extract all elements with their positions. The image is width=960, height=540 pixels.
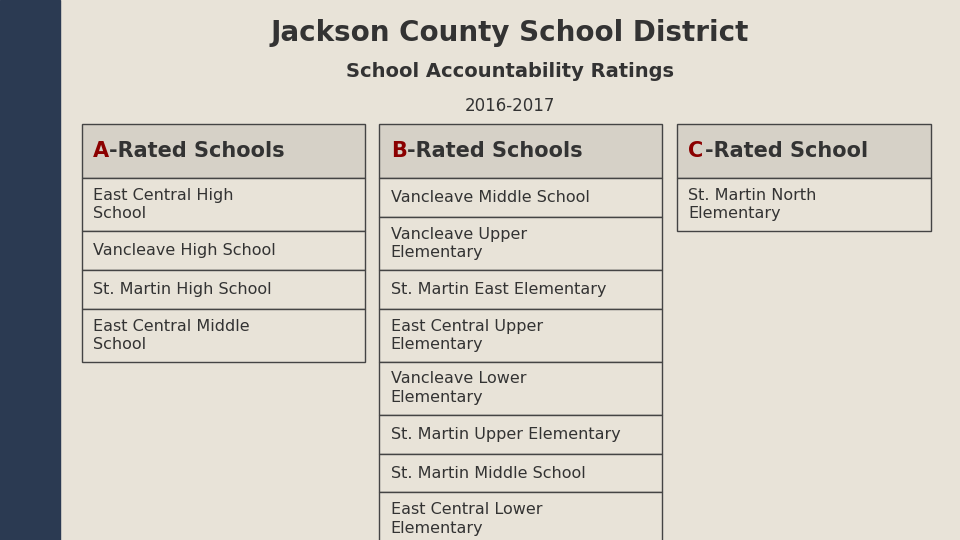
Bar [82,309,365,362]
Text: Vancleave Upper
Elementary: Vancleave Upper Elementary [391,227,527,260]
Text: School Accountability Ratings: School Accountability Ratings [346,62,674,81]
Text: Jackson County School District: Jackson County School District [271,19,749,47]
Text: C: C [688,141,704,161]
Text: East Central Lower
Elementary: East Central Lower Elementary [391,502,542,536]
Text: Vancleave Middle School: Vancleave Middle School [391,190,589,205]
Bar [379,270,662,309]
Bar [379,492,662,540]
Bar [82,270,365,309]
Text: St. Martin North
Elementary: St. Martin North Elementary [688,188,817,221]
Bar [677,124,931,178]
Bar [0,0,60,540]
Text: St. Martin High School: St. Martin High School [93,282,272,297]
Bar [677,178,931,231]
Text: -Rated School: -Rated School [705,141,868,161]
Text: Vancleave High School: Vancleave High School [93,243,276,258]
Bar [379,217,662,270]
Text: East Central Middle
School: East Central Middle School [93,319,250,352]
Text: B: B [391,141,407,161]
Bar [82,124,365,178]
Bar [379,454,662,492]
Text: Vancleave Lower
Elementary: Vancleave Lower Elementary [391,372,526,405]
Text: -Rated Schools: -Rated Schools [109,141,285,161]
Bar [379,309,662,362]
Text: St. Martin Middle School: St. Martin Middle School [391,465,586,481]
Text: St. Martin Upper Elementary: St. Martin Upper Elementary [391,427,620,442]
Bar [379,362,662,415]
Text: A: A [93,141,109,161]
Bar [379,124,662,178]
Text: St. Martin East Elementary: St. Martin East Elementary [391,282,606,297]
Text: -Rated Schools: -Rated Schools [407,141,583,161]
Bar [379,178,662,217]
Text: 2016-2017: 2016-2017 [465,97,555,115]
Text: East Central High
School: East Central High School [93,188,233,221]
Bar [82,231,365,270]
Bar [379,415,662,454]
Bar [82,178,365,231]
Text: East Central Upper
Elementary: East Central Upper Elementary [391,319,542,352]
